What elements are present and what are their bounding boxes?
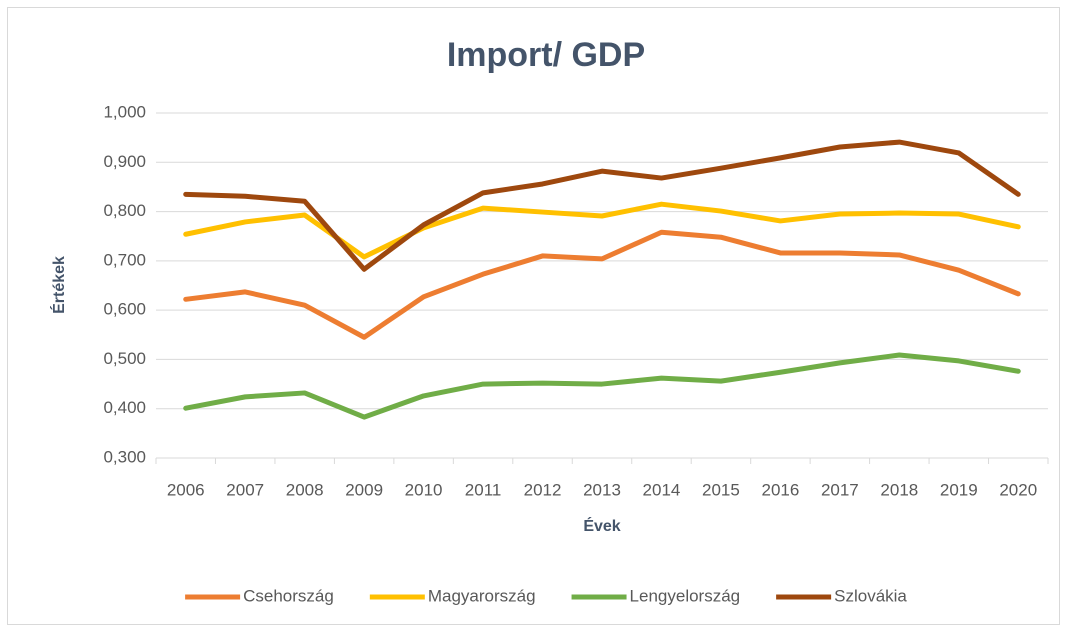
legend-label: Lengyelország	[630, 586, 741, 605]
y-axis-title: Értékek	[49, 256, 68, 314]
data-line	[183, 201, 1021, 260]
chart-frame	[7, 7, 1060, 625]
y-tick-label: 1,000	[103, 102, 146, 121]
x-tick-label: 2006	[167, 480, 205, 499]
y-tick-label: 0,500	[103, 349, 146, 368]
data-line	[183, 139, 1021, 272]
data-line	[183, 352, 1021, 420]
y-tick-label: 0,400	[103, 398, 146, 417]
x-tick-label: 2015	[702, 480, 740, 499]
x-tick-label: 2008	[286, 480, 324, 499]
x-tick-label: 2012	[524, 480, 562, 499]
y-tick-label: 0,800	[103, 201, 146, 220]
x-tick-label: 2010	[405, 480, 443, 499]
legend-label: Szlovákia	[834, 586, 907, 605]
y-tick-label: 0,300	[103, 447, 146, 466]
x-tick-label: 2013	[583, 480, 621, 499]
x-tick-label: 2007	[226, 480, 264, 499]
chart-title: Import/ GDP	[447, 36, 645, 74]
x-tick-label: 2017	[821, 480, 859, 499]
legend-item: Magyarország	[369, 586, 536, 605]
x-tick-label: 2014	[643, 480, 681, 499]
x-tick-label: 2009	[345, 480, 383, 499]
y-tick-label: 0,600	[103, 300, 146, 319]
legend-label: Magyarország	[428, 586, 536, 605]
legend-item: Csehország	[185, 586, 334, 605]
legend-label: Csehország	[243, 586, 334, 605]
x-tick-label: 2011	[465, 480, 502, 499]
legend: Csehország Magyarország Lengyelország Szlov…	[185, 586, 907, 605]
x-tick-label: 2019	[940, 480, 978, 499]
legend-item: Szlovákia	[776, 586, 907, 605]
y-tick-label: 0,900	[103, 152, 146, 171]
x-tick-label: 2018	[880, 480, 918, 499]
y-tick-label: 0,700	[103, 250, 146, 269]
legend-item: Lengyelország	[571, 586, 741, 605]
data-line	[183, 229, 1021, 340]
x-axis-title: Évek	[583, 516, 620, 535]
x-tick-label: 2020	[999, 480, 1037, 499]
x-tick-label: 2016	[761, 480, 799, 499]
